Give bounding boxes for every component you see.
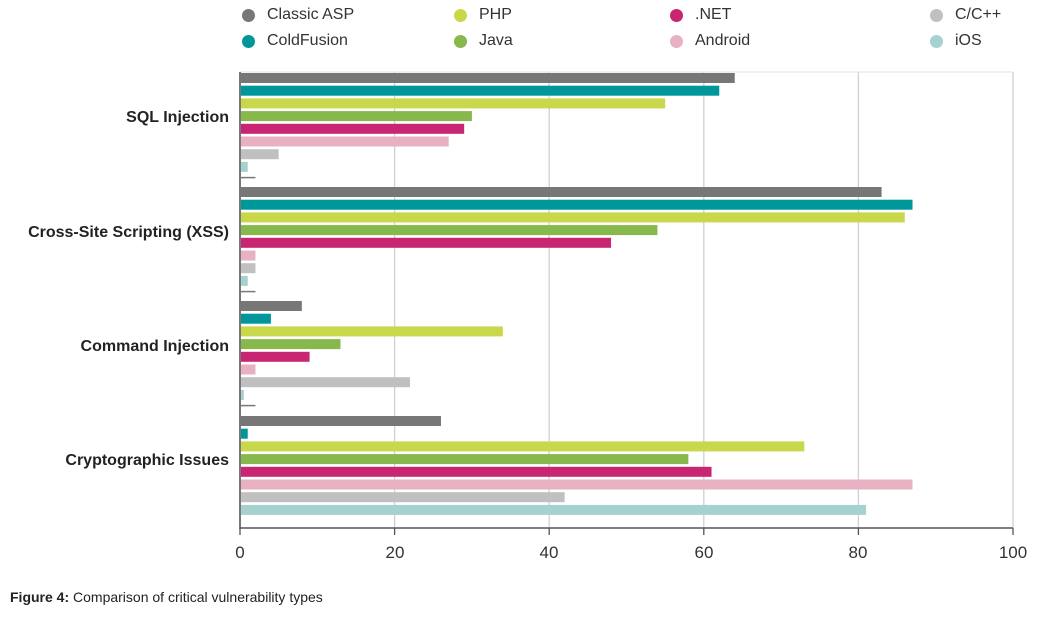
legend-item-classic-asp: Classic ASP: [242, 6, 354, 24]
legend-label: C/C++: [955, 6, 1002, 23]
legend-label: .NET: [695, 6, 732, 23]
legend-item-c-cpp: C/C++: [930, 6, 1001, 24]
legend-dot-icon: [454, 34, 467, 48]
x-tick-label: 60: [694, 543, 714, 562]
x-tick-label: 40: [539, 543, 559, 562]
bar-0-7: [241, 161, 248, 172]
legend-dot-icon: [242, 8, 255, 22]
x-tick-label: 100: [998, 543, 1028, 562]
bar-1-3: [241, 225, 658, 236]
category-label: Cross-Site Scripting (XSS): [28, 224, 229, 241]
legend-dot-icon: [454, 8, 467, 22]
bar-1-0: [241, 187, 882, 197]
legend-item-android: Android: [670, 32, 750, 50]
bar-2-4: [241, 351, 310, 362]
legend-item-dotnet: .NET: [670, 6, 731, 24]
legend-dot-icon: [670, 34, 683, 48]
bar-0-6: [241, 149, 279, 160]
category-label: Cryptographic Issues: [65, 452, 229, 469]
legend-label: Android: [695, 32, 751, 49]
legend-label: PHP: [479, 6, 512, 23]
legend-dot-icon: [670, 8, 683, 22]
bar-2-3: [241, 339, 341, 350]
bar-0-3: [241, 111, 472, 122]
bar-1-7: [241, 275, 248, 286]
legend-dot-icon: [930, 8, 943, 22]
bar-3-1: [241, 428, 248, 439]
bar-3-7: [241, 504, 867, 515]
category-label: Command Injection: [80, 338, 229, 355]
bar-2-2: [241, 326, 503, 337]
legend-label: iOS: [955, 32, 982, 49]
bar-1-4: [241, 237, 612, 248]
legend-label: Java: [479, 32, 513, 49]
legend-item-ios: iOS: [930, 32, 982, 50]
figure-caption: Figure 4: Comparison of critical vulnera…: [10, 589, 323, 605]
legend-item-java: Java: [454, 32, 513, 50]
bar-3-2: [241, 441, 805, 452]
legend-dot-icon: [930, 34, 943, 48]
bar-1-2: [241, 212, 905, 223]
legend-dot-icon: [242, 34, 255, 48]
bar-2-6: [241, 377, 411, 388]
bar-0-0: [241, 73, 735, 83]
bar-0-4: [241, 123, 465, 134]
legend-label: ColdFusion: [267, 32, 348, 49]
caption-text: Comparison of critical vulnerability typ…: [73, 589, 323, 605]
legend-label: Classic ASP: [267, 6, 355, 23]
x-tick-label: 0: [235, 543, 245, 562]
bar-1-5: [241, 250, 256, 261]
bar-3-6: [241, 492, 565, 503]
x-tick-label: 20: [385, 543, 405, 562]
bar-2-1: [241, 313, 271, 324]
bar-1-1: [241, 199, 913, 210]
caption-label: Figure 4:: [10, 589, 70, 605]
x-tick-label: 80: [848, 543, 868, 562]
category-label: SQL Injection: [126, 109, 229, 126]
bar-2-5: [241, 364, 256, 375]
bar-3-4: [241, 466, 712, 477]
bar-2-7: [241, 389, 244, 400]
bar-0-2: [241, 98, 666, 109]
bar-3-0: [241, 416, 441, 426]
bar-1-6: [241, 263, 256, 274]
bar-2-0: [241, 301, 302, 311]
legend-item-php: PHP: [454, 6, 512, 24]
legend-item-coldfusion: ColdFusion: [242, 32, 348, 50]
bar-0-5: [241, 136, 449, 147]
bar-3-3: [241, 454, 689, 465]
bar-3-5: [241, 479, 913, 490]
bar-0-1: [241, 85, 720, 96]
